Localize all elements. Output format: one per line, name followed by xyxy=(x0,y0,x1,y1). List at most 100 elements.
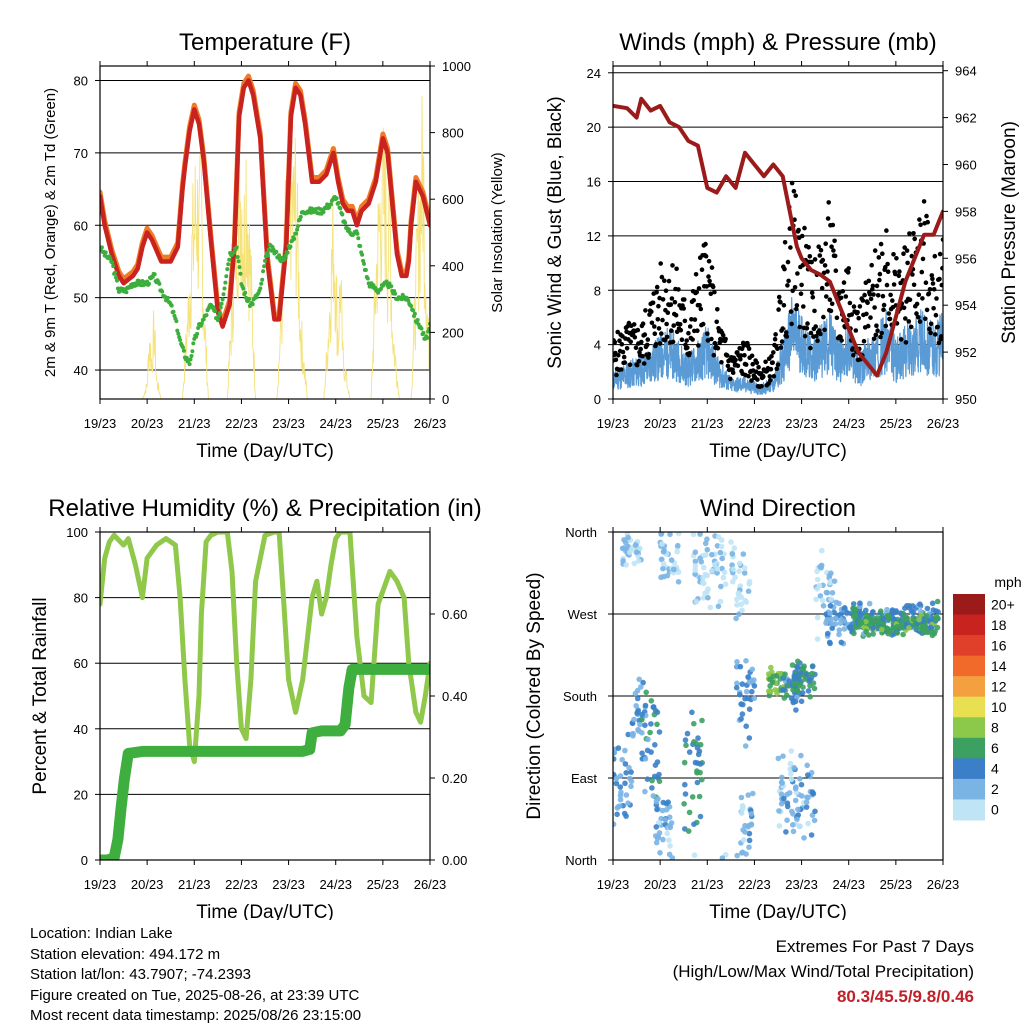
dewpoint-point xyxy=(329,202,333,207)
dewpoint-point xyxy=(288,244,293,249)
gust-point xyxy=(789,321,794,327)
dewpoint-point xyxy=(238,271,243,276)
gust-point xyxy=(914,311,919,316)
dewpoint-point xyxy=(152,272,157,277)
y-tick-label: 20 xyxy=(587,120,601,135)
direction-point xyxy=(790,822,796,828)
direction-point xyxy=(625,731,631,738)
gust-point xyxy=(670,263,675,268)
direction-point xyxy=(664,830,670,837)
direction-point xyxy=(730,566,736,573)
direction-point xyxy=(789,808,795,815)
gust-point xyxy=(698,306,704,312)
direction-point xyxy=(738,794,745,801)
direction-point xyxy=(689,709,695,716)
direction-point xyxy=(934,598,941,605)
direction-point xyxy=(837,620,844,626)
gust-point xyxy=(616,353,621,358)
direction-point xyxy=(623,562,629,568)
direction-point xyxy=(623,770,629,776)
gust-point xyxy=(862,292,867,298)
y-axis-label: Sonic Wind & Gust (Blue, Black) xyxy=(545,96,566,368)
direction-point xyxy=(818,564,824,570)
direction-point xyxy=(721,569,728,576)
series-precip xyxy=(100,663,430,860)
direction-point xyxy=(722,581,729,587)
gust-point xyxy=(780,326,785,331)
colorbar-swatch xyxy=(953,717,985,739)
dewpoint-point xyxy=(261,269,266,274)
colorbar-swatch xyxy=(953,696,985,718)
dewpoint-point xyxy=(411,308,415,313)
direction-point xyxy=(654,806,660,813)
direction-point xyxy=(733,684,740,691)
y-tick-label-right: 960 xyxy=(955,157,977,172)
direction-point xyxy=(795,676,802,682)
gust-point xyxy=(640,353,645,359)
direction-point xyxy=(804,794,810,801)
colorbar-swatch xyxy=(953,614,985,636)
gust-point xyxy=(870,283,876,289)
dewpoint-point xyxy=(234,245,239,250)
extremes-block: Extremes For Past 7 Days (High/Low/Max W… xyxy=(673,934,974,1009)
gust-point xyxy=(681,306,686,311)
gust-point xyxy=(705,331,710,337)
direction-point xyxy=(781,687,788,693)
direction-point xyxy=(639,716,645,723)
direction-point xyxy=(656,771,662,778)
gust-point xyxy=(754,360,760,366)
dewpoint-point xyxy=(100,245,104,250)
gust-point xyxy=(812,257,818,262)
gust-point xyxy=(725,363,731,369)
direction-point xyxy=(694,779,701,786)
y-tick-label: East xyxy=(571,771,597,786)
direction-point xyxy=(797,823,803,829)
plot-area xyxy=(613,96,943,395)
direction-point xyxy=(617,796,624,803)
direction-point xyxy=(633,703,639,709)
gust-point xyxy=(715,307,720,312)
direction-point xyxy=(613,780,620,787)
plot-border xyxy=(99,65,431,400)
gust-point xyxy=(928,321,934,327)
gust-point xyxy=(699,267,705,273)
direction-point xyxy=(805,688,812,694)
direction-point xyxy=(857,600,863,606)
gust-point xyxy=(652,331,658,337)
gust-point xyxy=(808,345,813,351)
x-tick-label: 23/23 xyxy=(272,877,305,892)
colorbar-label: 8 xyxy=(991,720,999,736)
gust-point xyxy=(673,312,679,318)
colorbar-swatch xyxy=(953,737,985,759)
gust-point xyxy=(791,188,797,194)
x-tick-label: 19/23 xyxy=(84,416,117,431)
direction-point xyxy=(700,575,706,581)
gust-point xyxy=(650,300,656,306)
direction-point xyxy=(788,748,795,754)
gust-point xyxy=(635,327,641,333)
dewpoint-point xyxy=(160,289,165,294)
gust-point xyxy=(793,193,798,198)
dewpoint-point xyxy=(412,311,417,316)
direction-point xyxy=(627,549,633,556)
dewpoint-point xyxy=(427,326,430,331)
direction-point xyxy=(765,671,772,677)
gust-point xyxy=(696,343,701,348)
y-tick-label: 16 xyxy=(587,175,601,190)
direction-point xyxy=(792,797,799,804)
x-tick-label: 26/23 xyxy=(414,877,447,892)
direction-point xyxy=(731,545,738,551)
direction-point xyxy=(890,625,897,631)
dewpoint-point xyxy=(425,335,430,340)
gust-point xyxy=(660,297,666,302)
direction-point xyxy=(739,803,746,809)
gust-point xyxy=(687,351,692,356)
direction-point xyxy=(751,677,757,683)
y-tick-label-right: 0.00 xyxy=(442,853,467,868)
direction-point xyxy=(691,739,697,745)
y-tick-label: North xyxy=(565,853,597,868)
direction-point xyxy=(782,671,788,677)
direction-point xyxy=(790,687,796,693)
direction-point xyxy=(828,596,834,602)
direction-point xyxy=(741,570,748,576)
